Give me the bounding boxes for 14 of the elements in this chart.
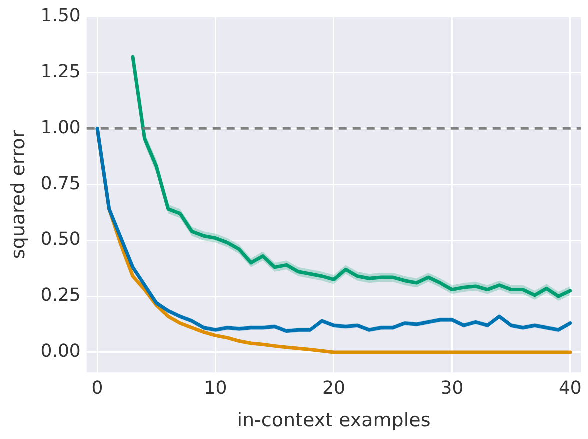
y-tick-label: 0.50 (40, 229, 81, 250)
x-tick-label: 30 (440, 378, 464, 400)
x-tick-label: 10 (204, 378, 228, 400)
x-axis-title: in-context examples (237, 410, 431, 432)
y-tick-label: 1.00 (40, 117, 81, 138)
x-tick-label: 20 (322, 378, 346, 400)
y-tick-label: 0.00 (40, 341, 81, 362)
y-tick-label: 0.75 (40, 173, 81, 194)
x-tick-label: 40 (558, 378, 582, 400)
y-axis-title: squared error (7, 130, 30, 260)
x-tick-label: 0 (92, 378, 104, 400)
y-tick-label: 1.25 (40, 61, 81, 82)
y-tick-label: 1.50 (40, 5, 81, 26)
y-tick-label: 0.25 (40, 285, 81, 306)
